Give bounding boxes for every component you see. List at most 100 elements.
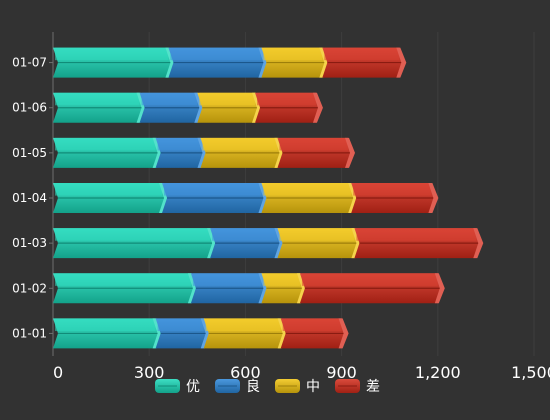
bar-face-top [263,47,323,61]
bar-face-top [164,183,262,196]
y-tick-label: 01-05 [12,146,47,160]
y-tick-label: 01-06 [12,101,47,115]
legend-item[interactable]: 优 [155,379,200,395]
legend-item[interactable]: 中 [275,379,320,395]
legend-label: 差 [366,379,380,395]
legend-label: 中 [306,379,320,395]
bar-face-top [257,92,316,106]
bar-end-cap [338,318,349,349]
bar-end-cap [396,47,407,78]
x-tick-label: 300 [134,363,165,382]
bar-end-cap [194,92,205,123]
legend-item[interactable]: 良 [215,379,260,395]
bar-end-cap [319,47,330,78]
bar-end-cap [152,137,163,168]
y-tick-label: 01-01 [12,326,47,340]
bar-face-top [282,318,342,332]
y-tick-label: 01-03 [12,236,47,250]
bar-segment [280,318,349,349]
bar-face-top [202,137,278,151]
bar-segment [203,318,288,349]
bar-end-cap [159,183,170,213]
bar-segment [162,183,269,213]
bar-segment [53,47,176,78]
bar-face-top [279,228,355,241]
bar-face-top [324,47,400,61]
bar-face-top [55,47,169,61]
bar-end-cap [296,273,307,304]
bar-end-cap [136,92,147,123]
bar-end-cap [274,228,285,259]
y-tick-label: 01-02 [12,281,47,295]
bar-face-top [55,228,211,241]
y-tick-label: 01-04 [12,191,47,205]
bar-face-top [301,273,438,286]
legend-item[interactable]: 差 [335,379,380,395]
bar-segment [53,137,163,168]
bar-face-top [199,92,256,106]
bar-segment [168,47,269,78]
x-tick-label: 600 [230,363,261,382]
bar-segment [155,137,208,168]
bar-end-cap [165,47,176,78]
bar-face-top [141,92,198,106]
bar-end-cap [348,183,359,213]
bar-end-cap [473,228,484,259]
bar-segment [210,228,285,259]
bar-segment [354,228,484,259]
bar-end-cap [277,318,288,349]
y-tick-label: 01-07 [12,56,47,70]
bar-face-top [55,137,156,151]
bar-segment [261,183,359,213]
bar-face-top [157,137,201,151]
bar-segment [200,137,285,168]
bar-segment [139,92,205,123]
bar-end-cap [207,228,218,259]
bar-segment [277,228,362,259]
bar-end-cap [197,137,208,168]
bar-end-cap [200,318,211,349]
bar-segment [53,183,170,213]
bar-face-top [353,183,432,196]
bar-segment [299,273,445,304]
x-tick-label: 900 [326,363,357,382]
bar-face-top [55,92,140,106]
bar-segment [277,137,356,168]
bar-end-cap [258,183,269,213]
legend-label: 优 [186,379,200,395]
bar-face-top [205,318,281,332]
x-tick-label: 1,500 [511,363,550,382]
bar-face-top [170,47,262,61]
bar-end-cap [351,228,362,259]
bar-segment [190,273,269,304]
bar-face-top [55,318,156,332]
bar-end-cap [152,318,163,349]
bar-face-top [263,183,352,196]
bar-face-top [55,273,191,286]
x-tick-label: 0 [53,363,63,382]
bar-segment [53,228,218,259]
x-tick-label: 1,200 [415,363,461,382]
bar-end-cap [187,273,198,304]
bar-face-top [212,228,278,241]
bar-end-cap [258,47,269,78]
bar-segment [255,92,323,123]
bar-end-cap [312,92,323,123]
bar-face-top [192,273,262,286]
bar-segment [53,92,147,123]
bar-face-top [157,318,204,332]
bar-segment [197,92,263,123]
bar-segment [53,273,198,304]
bar-end-cap [274,137,285,168]
bar-segment [351,183,439,213]
bar-end-cap [434,273,445,304]
bar-segment [155,318,211,349]
bar-segment [322,47,407,78]
bar-end-cap [428,183,439,213]
bar-segment [261,273,307,304]
bar-face-top [356,228,477,241]
legend-label: 良 [246,379,260,395]
bar-segment [261,47,330,78]
bar-face-top [263,273,300,286]
